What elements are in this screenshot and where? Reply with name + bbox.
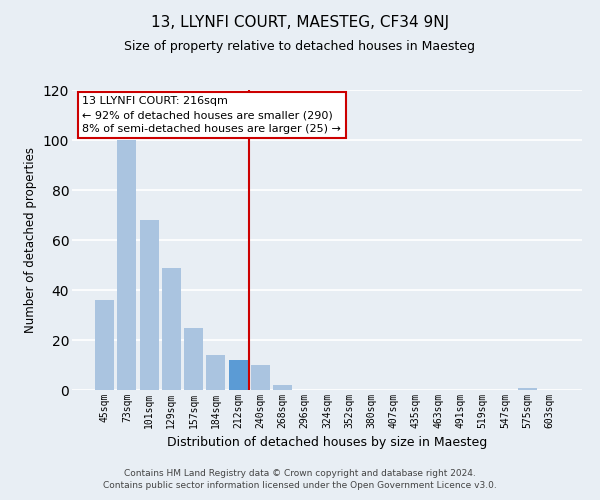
Bar bbox=[229, 360, 248, 390]
Bar bbox=[184, 328, 203, 390]
Bar bbox=[273, 385, 292, 390]
Bar bbox=[118, 140, 136, 390]
Bar bbox=[162, 268, 181, 390]
Text: Contains HM Land Registry data © Crown copyright and database right 2024.
Contai: Contains HM Land Registry data © Crown c… bbox=[103, 468, 497, 490]
Bar bbox=[251, 365, 270, 390]
Text: 13 LLYNFI COURT: 216sqm
← 92% of detached houses are smaller (290)
8% of semi-de: 13 LLYNFI COURT: 216sqm ← 92% of detache… bbox=[82, 96, 341, 134]
Text: Size of property relative to detached houses in Maesteg: Size of property relative to detached ho… bbox=[125, 40, 476, 53]
Text: 13, LLYNFI COURT, MAESTEG, CF34 9NJ: 13, LLYNFI COURT, MAESTEG, CF34 9NJ bbox=[151, 15, 449, 30]
Bar bbox=[518, 388, 536, 390]
Bar bbox=[95, 300, 114, 390]
Y-axis label: Number of detached properties: Number of detached properties bbox=[24, 147, 37, 333]
X-axis label: Distribution of detached houses by size in Maesteg: Distribution of detached houses by size … bbox=[167, 436, 487, 450]
Bar bbox=[206, 355, 225, 390]
Bar bbox=[140, 220, 158, 390]
